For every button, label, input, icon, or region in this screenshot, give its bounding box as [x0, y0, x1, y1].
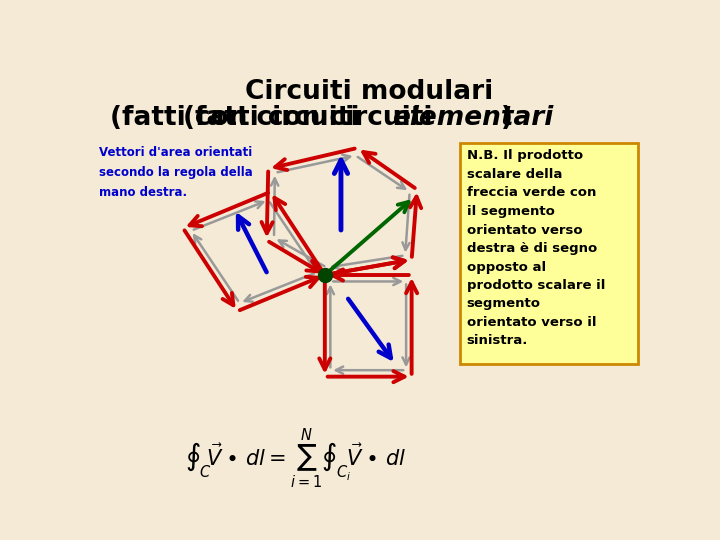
Text: Vettori d'area orientati
secondo la regola della
mano destra.: Vettori d'area orientati secondo la rego… — [99, 146, 253, 199]
Text: elementari: elementari — [392, 105, 554, 131]
Text: ): ) — [500, 105, 513, 131]
FancyBboxPatch shape — [459, 143, 638, 363]
Text: $\oint_C \!\vec{V} \bullet\, dl = \sum_{i=1}^{N} \oint_{C_i} \!\vec{V} \bullet\,: $\oint_C \!\vec{V} \bullet\, dl = \sum_{… — [184, 427, 406, 490]
Text: Circuiti modulari: Circuiti modulari — [245, 79, 493, 105]
Text: (fatti con circuiti: (fatti con circuiti — [110, 105, 369, 131]
Text: (fatti con circuiti: (fatti con circuiti — [183, 105, 441, 131]
Text: N.B. Il prodotto
scalare della
freccia verde con
il segmento
orientato verso
des: N.B. Il prodotto scalare della freccia v… — [467, 150, 605, 348]
